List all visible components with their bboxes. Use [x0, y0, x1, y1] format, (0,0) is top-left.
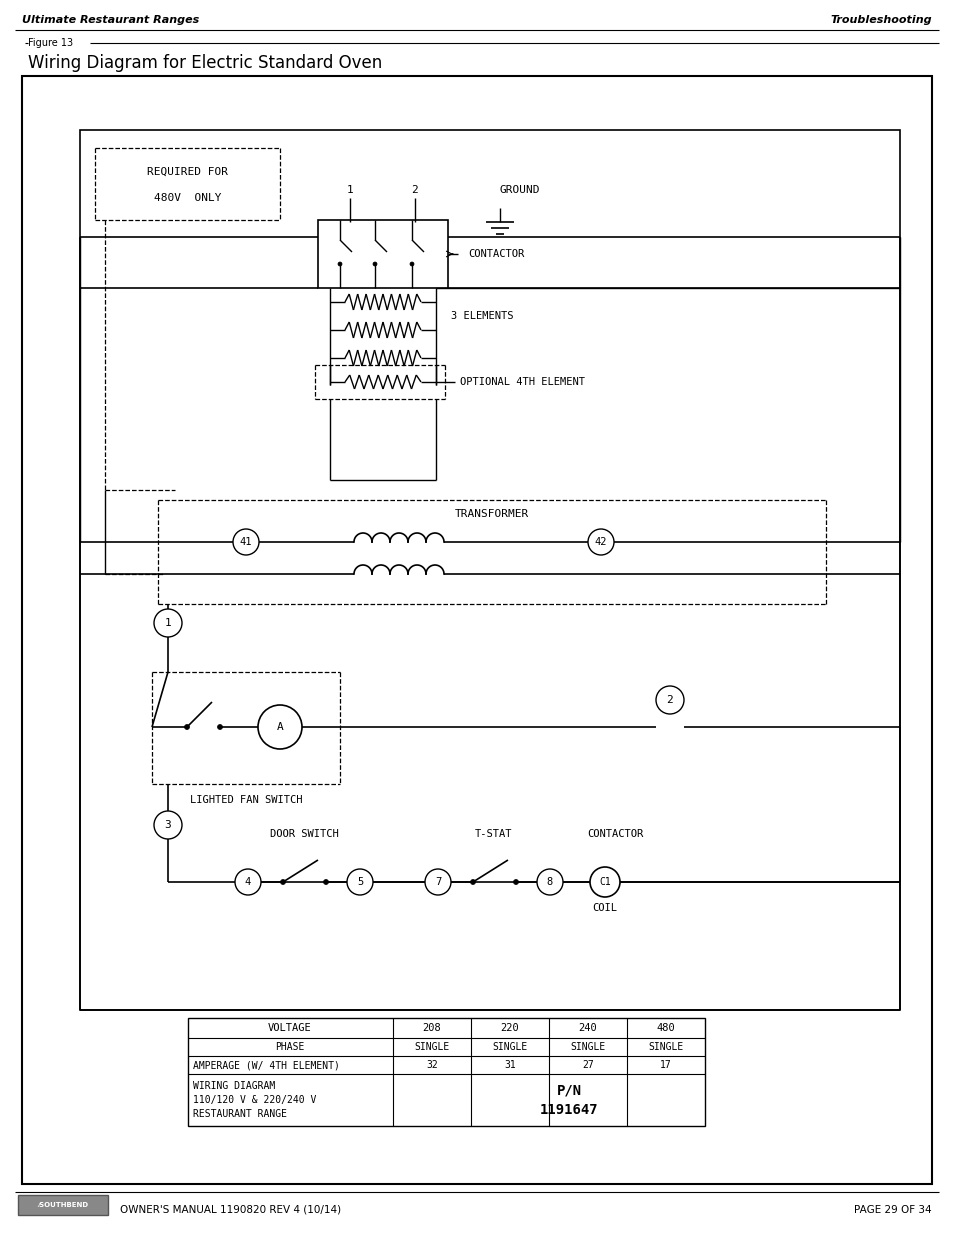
Circle shape — [410, 262, 414, 266]
Text: 41: 41 — [239, 537, 252, 547]
Text: 3: 3 — [165, 820, 172, 830]
Circle shape — [373, 262, 376, 266]
Text: OPTIONAL 4TH ELEMENT: OPTIONAL 4TH ELEMENT — [459, 377, 584, 387]
Circle shape — [153, 811, 182, 839]
Circle shape — [587, 529, 614, 555]
Bar — [22, 77, 931, 1184]
Text: Ultimate Restaurant Ranges: Ultimate Restaurant Ranges — [22, 15, 199, 25]
Text: 8: 8 — [546, 877, 553, 887]
Text: AMPERAGE (W/ 4TH ELEMENT): AMPERAGE (W/ 4TH ELEMENT) — [193, 1060, 339, 1070]
Text: C1: C1 — [598, 877, 610, 887]
Text: 5: 5 — [356, 877, 363, 887]
Text: DOOR SWITCH: DOOR SWITCH — [270, 829, 338, 839]
Text: P/N
1191647: P/N 1191647 — [539, 1083, 598, 1116]
Circle shape — [589, 867, 619, 897]
Circle shape — [337, 262, 341, 266]
Text: COIL: COIL — [592, 903, 617, 913]
Bar — [188, 1018, 704, 1126]
Text: 31: 31 — [503, 1060, 516, 1070]
Bar — [317, 220, 448, 288]
Text: VOLTAGE: VOLTAGE — [268, 1023, 312, 1032]
Text: CONTACTOR: CONTACTOR — [586, 829, 642, 839]
Circle shape — [347, 869, 373, 895]
Text: 208: 208 — [422, 1023, 441, 1032]
Text: 17: 17 — [659, 1060, 671, 1070]
Text: PAGE 29 OF 34: PAGE 29 OF 34 — [854, 1205, 931, 1215]
Circle shape — [234, 869, 261, 895]
Circle shape — [470, 879, 475, 884]
Circle shape — [424, 869, 451, 895]
Text: OWNER'S MANUAL 1190820 REV 4 (10/14): OWNER'S MANUAL 1190820 REV 4 (10/14) — [120, 1205, 341, 1215]
Circle shape — [280, 879, 285, 884]
Text: 7: 7 — [435, 877, 440, 887]
Text: ⁄SOUTHBEND: ⁄SOUTHBEND — [38, 1202, 88, 1208]
Text: CONTACTOR: CONTACTOR — [468, 249, 524, 259]
Circle shape — [184, 725, 190, 730]
Circle shape — [537, 869, 562, 895]
Text: 1: 1 — [346, 185, 353, 195]
Text: 480: 480 — [656, 1023, 675, 1032]
Text: 480V  ONLY: 480V ONLY — [153, 193, 221, 203]
Text: 220: 220 — [500, 1023, 518, 1032]
Text: TRANSFORMER: TRANSFORMER — [455, 509, 529, 519]
Text: Troubleshooting: Troubleshooting — [829, 15, 931, 25]
Bar — [18, 1195, 108, 1215]
Text: Figure 13: Figure 13 — [28, 38, 73, 48]
Circle shape — [513, 879, 518, 884]
Circle shape — [217, 725, 222, 730]
Circle shape — [656, 685, 683, 714]
Bar — [80, 130, 899, 1010]
Text: 2: 2 — [666, 695, 673, 705]
Text: 2: 2 — [411, 185, 418, 195]
Text: SINGLE: SINGLE — [492, 1042, 527, 1052]
Text: 4: 4 — [245, 877, 251, 887]
Text: 3 ELEMENTS: 3 ELEMENTS — [451, 311, 513, 321]
Circle shape — [323, 879, 328, 884]
Text: 1: 1 — [165, 618, 172, 629]
Circle shape — [233, 529, 258, 555]
Circle shape — [257, 705, 302, 748]
Text: 27: 27 — [581, 1060, 594, 1070]
Text: 240: 240 — [578, 1023, 597, 1032]
Text: WIRING DIAGRAM
110/120 V & 220/240 V
RESTAURANT RANGE: WIRING DIAGRAM 110/120 V & 220/240 V RES… — [193, 1081, 316, 1119]
Text: SINGLE: SINGLE — [648, 1042, 683, 1052]
Text: LIGHTED FAN SWITCH: LIGHTED FAN SWITCH — [190, 795, 302, 805]
Text: GROUND: GROUND — [499, 185, 540, 195]
Text: 32: 32 — [426, 1060, 437, 1070]
Text: SINGLE: SINGLE — [570, 1042, 605, 1052]
Text: 42: 42 — [594, 537, 607, 547]
Text: SINGLE: SINGLE — [414, 1042, 449, 1052]
Text: PHASE: PHASE — [275, 1042, 304, 1052]
Text: Wiring Diagram for Electric Standard Oven: Wiring Diagram for Electric Standard Ove… — [28, 54, 382, 72]
Text: T-STAT: T-STAT — [475, 829, 512, 839]
Circle shape — [153, 609, 182, 637]
Text: A: A — [276, 722, 283, 732]
Text: REQUIRED FOR: REQUIRED FOR — [147, 167, 228, 177]
